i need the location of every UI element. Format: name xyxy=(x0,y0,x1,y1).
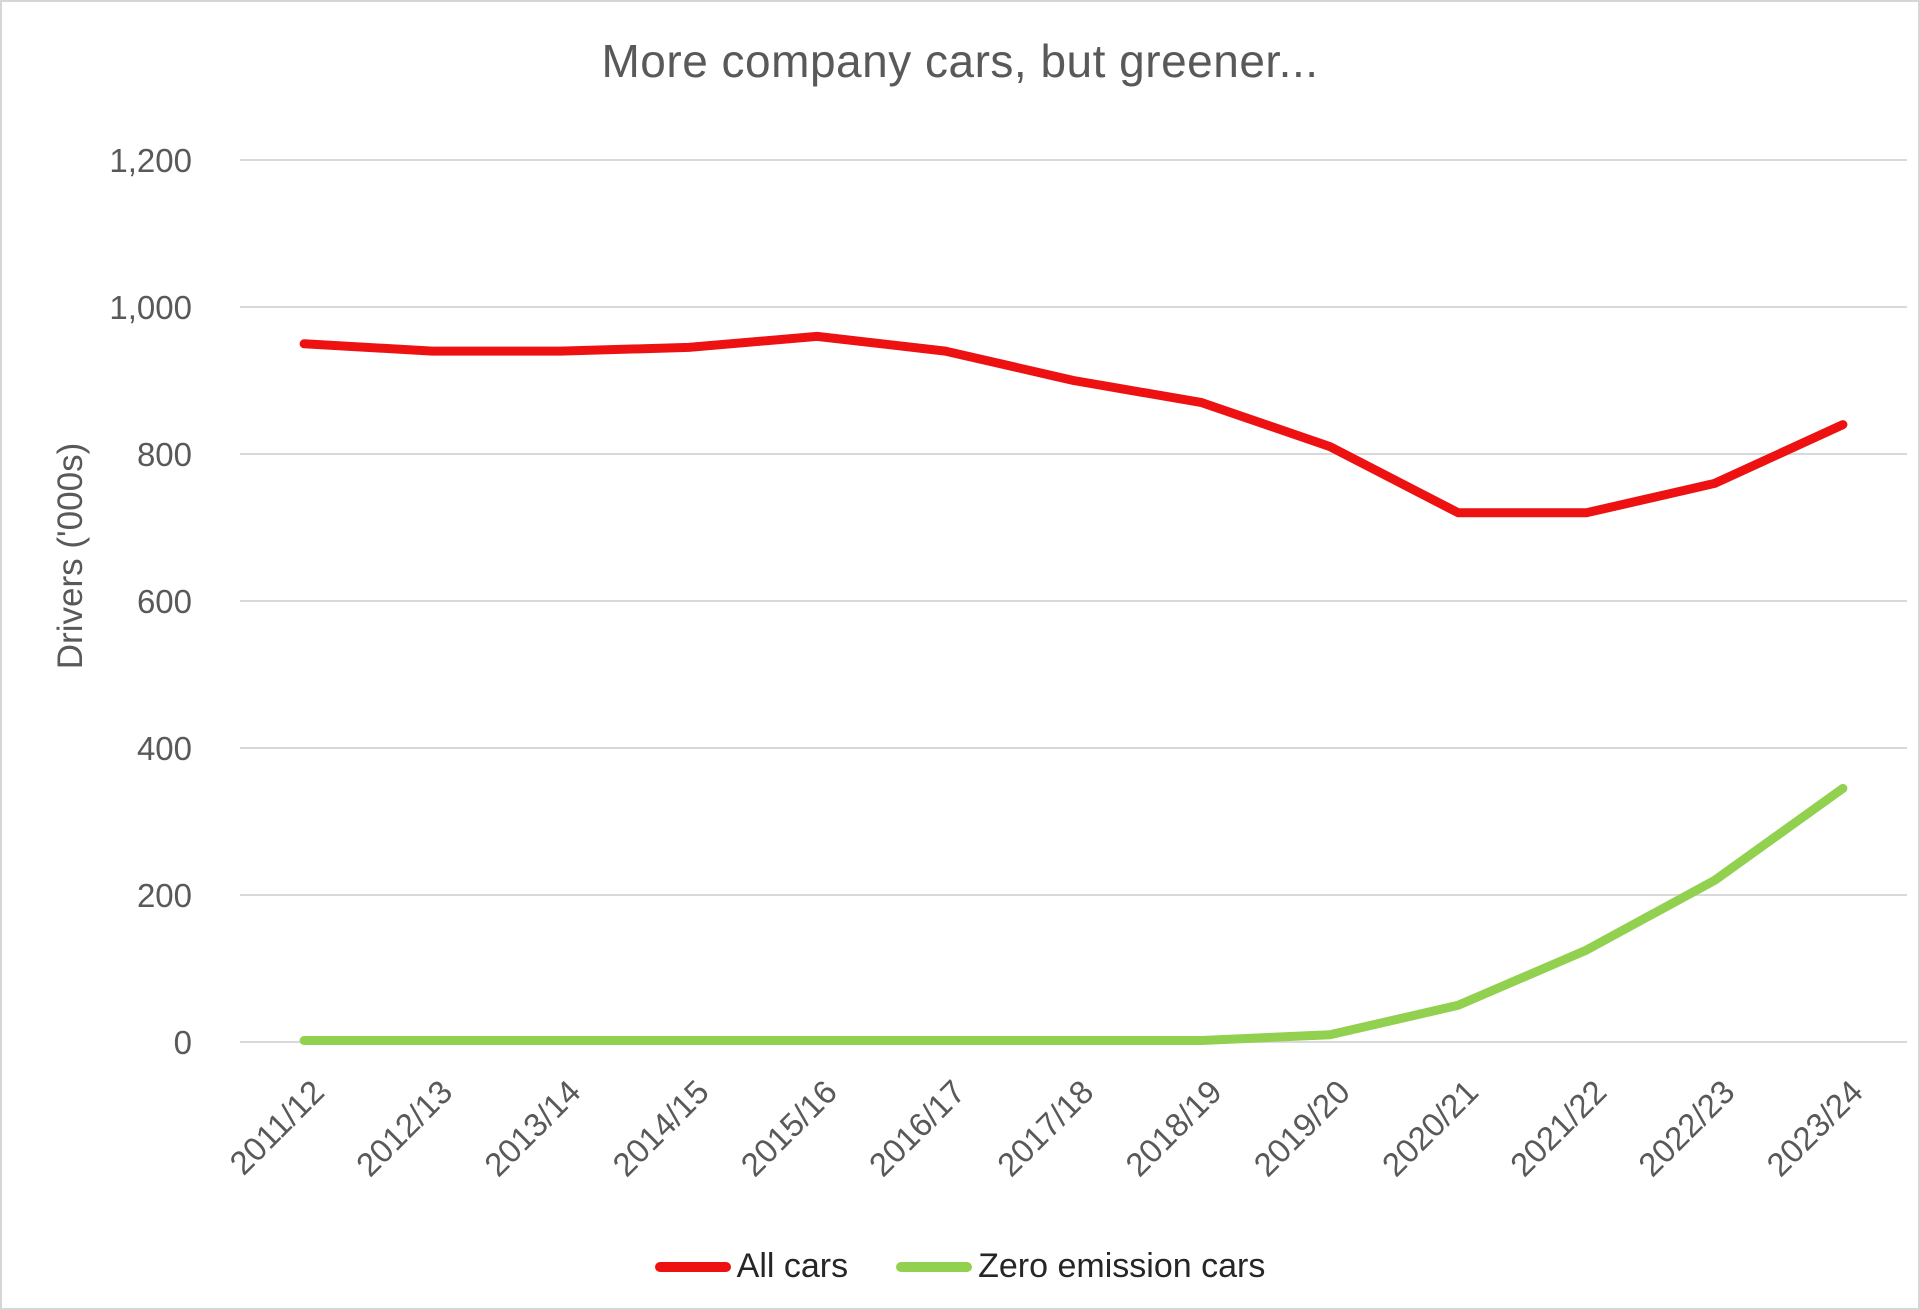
svg-text:2015/16: 2015/16 xyxy=(733,1073,844,1184)
chart-title: More company cars, but greener... xyxy=(601,35,1319,87)
zero-emission-cars-line-swatch-icon xyxy=(896,1261,973,1272)
svg-text:2011/12: 2011/12 xyxy=(222,1073,331,1182)
svg-text:200: 200 xyxy=(137,877,192,914)
all-cars-line-swatch-icon xyxy=(654,1261,731,1272)
svg-text:2023/24: 2023/24 xyxy=(1759,1073,1870,1184)
svg-text:800: 800 xyxy=(137,436,192,473)
svg-text:2013/14: 2013/14 xyxy=(477,1073,588,1184)
svg-text:2018/19: 2018/19 xyxy=(1118,1073,1229,1184)
svg-text:2020/21: 2020/21 xyxy=(1375,1073,1486,1184)
svg-text:400: 400 xyxy=(137,730,192,767)
svg-text:0: 0 xyxy=(174,1024,192,1061)
legend-item-zero-emission-cars: Zero emission cars xyxy=(896,1247,1265,1286)
svg-text:2016/17: 2016/17 xyxy=(862,1073,973,1184)
legend-item-all-cars: All cars xyxy=(654,1247,849,1286)
chart-legend: All cars Zero emission cars xyxy=(2,1247,1918,1286)
svg-text:2019/20: 2019/20 xyxy=(1246,1073,1357,1184)
svg-text:1,200: 1,200 xyxy=(109,142,192,179)
svg-text:2022/23: 2022/23 xyxy=(1631,1073,1742,1184)
svg-text:1,000: 1,000 xyxy=(109,289,192,326)
legend-label-all-cars: All cars xyxy=(736,1247,849,1285)
svg-text:2014/15: 2014/15 xyxy=(605,1073,716,1184)
legend-label-zero-emission-cars: Zero emission cars xyxy=(978,1247,1266,1285)
svg-text:Drivers ('000s): Drivers ('000s) xyxy=(51,443,90,669)
svg-text:2012/13: 2012/13 xyxy=(349,1073,460,1184)
svg-text:600: 600 xyxy=(137,583,192,620)
svg-text:2017/18: 2017/18 xyxy=(990,1073,1101,1184)
svg-text:2021/22: 2021/22 xyxy=(1503,1073,1614,1184)
